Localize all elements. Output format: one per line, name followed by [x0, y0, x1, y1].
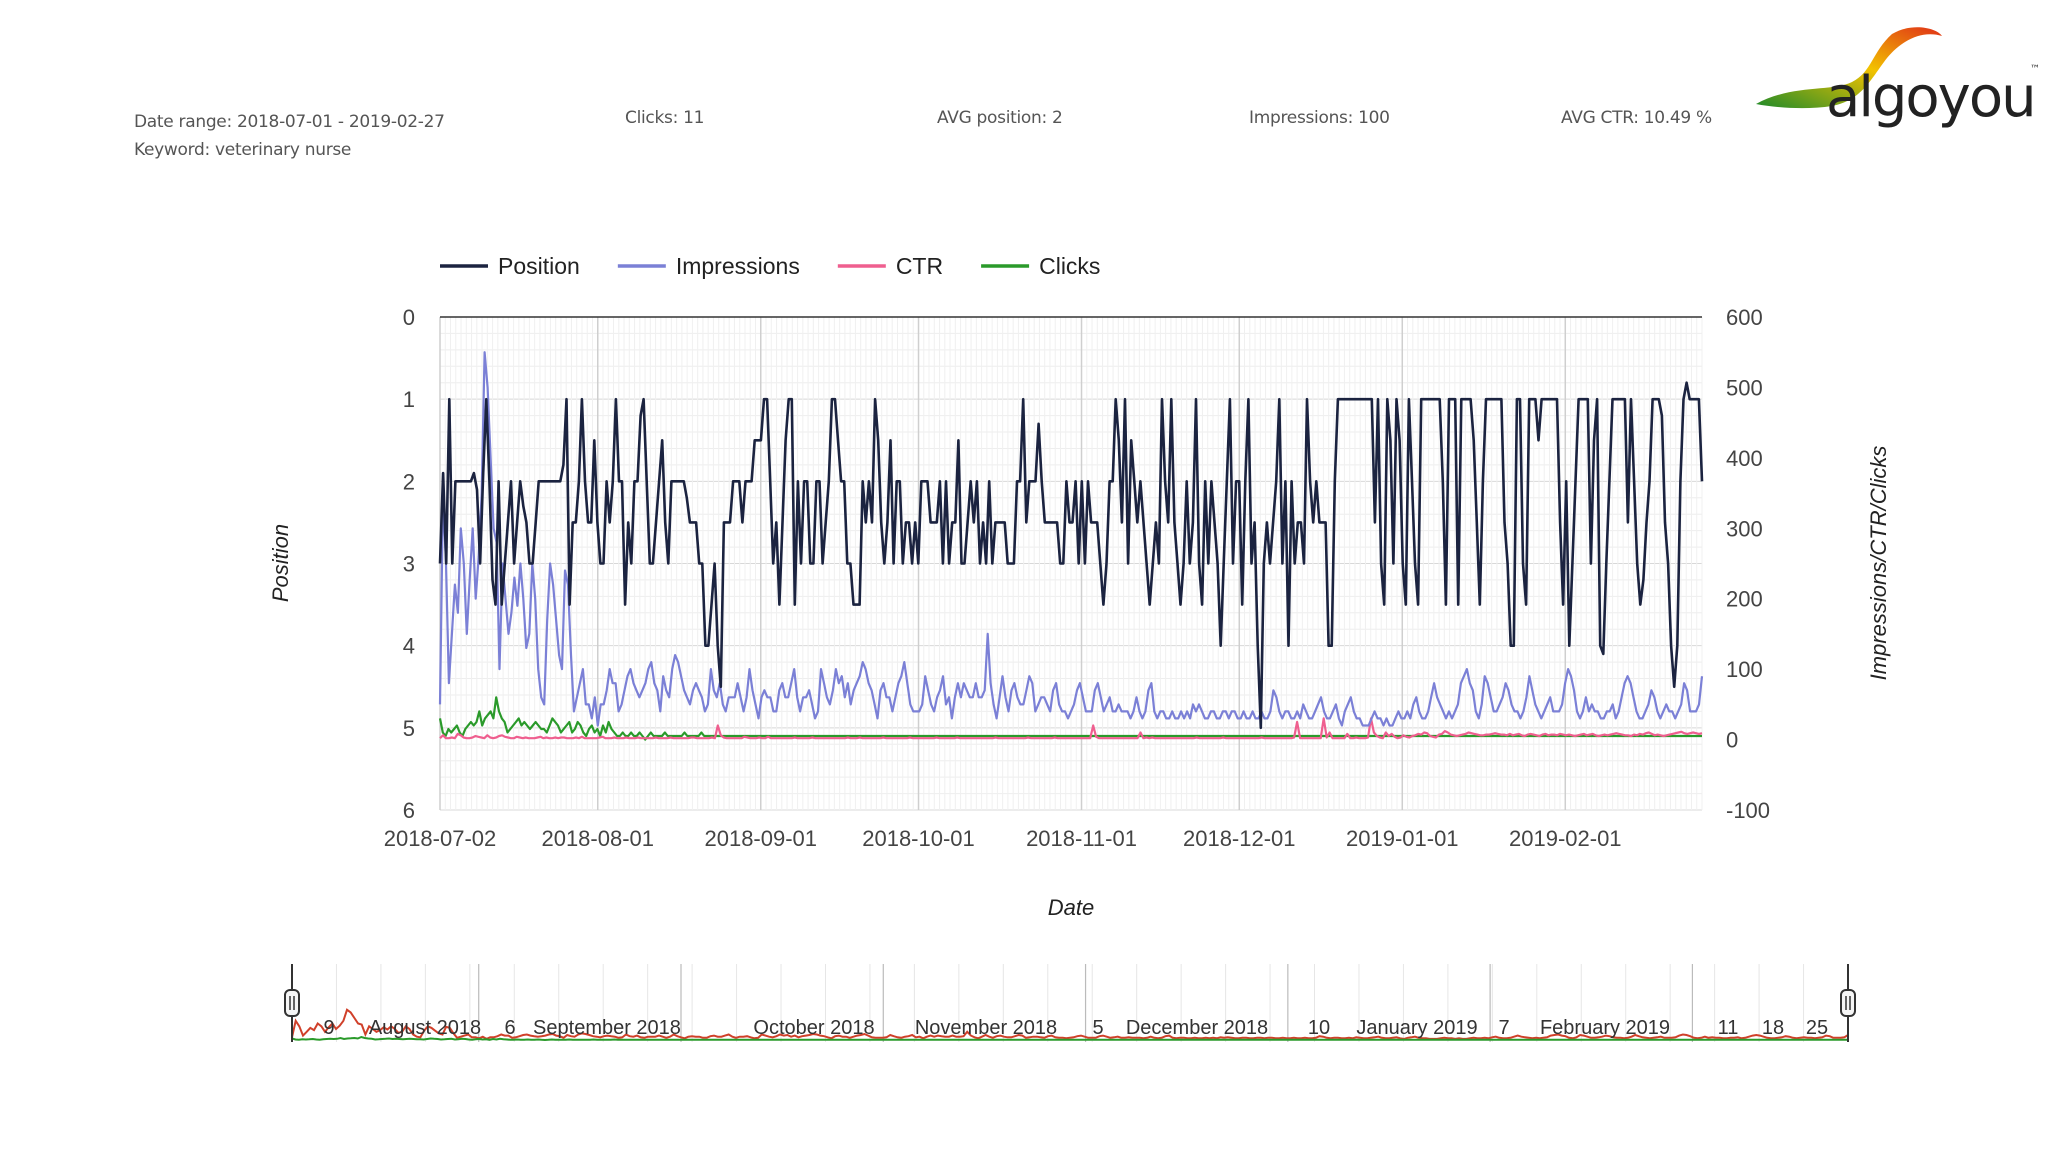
y-right-tick: 600 [1726, 305, 1763, 330]
series-line-impressions [438, 351, 1704, 727]
navigator-label: December 2018 [1126, 1017, 1268, 1039]
x-tick: 2018-09-01 [704, 826, 817, 851]
y-left-tick: 2 [403, 469, 415, 494]
y-left-tick: 4 [403, 634, 415, 659]
navigator-label: February 2019 [1540, 1017, 1670, 1039]
avg-ctr-stat: AVG CTR: 10.49 % [1561, 108, 1712, 128]
legend-label: Position [498, 253, 580, 279]
x-tick: 2018-11-01 [1026, 826, 1137, 851]
y-right-tick: 500 [1726, 375, 1763, 400]
x-tick: 2019-02-01 [1509, 826, 1622, 851]
algoyou-logo: algoyou ™ [1756, 27, 2040, 130]
navigator-right-handle[interactable] [1840, 989, 1856, 1017]
navigator-label: 25 [1806, 1017, 1828, 1039]
navigator-lines [291, 1008, 1849, 1042]
impressions-stat: Impressions: 100 [1249, 108, 1390, 128]
right-axis-ticks: 600 500 400 300 200 100 0 -100 [1726, 305, 1770, 823]
legend-label: Clicks [1039, 253, 1100, 279]
y-right-tick: 100 [1726, 657, 1763, 682]
navigator-label: 6 [504, 1017, 515, 1039]
navigator-label: January 2019 [1356, 1017, 1477, 1039]
legend-label: Impressions [676, 253, 800, 279]
y-right-tick: 300 [1726, 516, 1763, 541]
navigator-frame [292, 964, 1848, 1042]
x-tick: 2018-10-01 [862, 826, 975, 851]
navigator-label: 18 [1762, 1017, 1784, 1039]
legend-label: CTR [896, 253, 943, 279]
avg-position-stat: AVG position: 2 [937, 108, 1063, 128]
logo-tm: ™ [2030, 64, 2040, 75]
logo-swoosh [1756, 27, 1942, 109]
navigator-label: August 2018 [369, 1017, 481, 1039]
navigator-label: 11 [1718, 1017, 1739, 1039]
range-navigator[interactable]: 9 August 2018 6 September 2018 October 2018 N… [284, 964, 1856, 1042]
navigator-labels: 9 August 2018 6 September 2018 October 2018 N… [323, 1017, 1828, 1039]
navigator-label: 9 [323, 1017, 334, 1039]
date-range-text: Date range: 2018-07-01 - 2019-02-27 [134, 112, 445, 132]
y-right-tick: 0 [1726, 728, 1738, 753]
legend: Position Impressions CTR Clicks [440, 253, 1100, 279]
y-left-tick: 3 [403, 552, 415, 577]
x-tick: 2018-12-01 [1183, 826, 1296, 851]
series-lines [438, 351, 1704, 741]
y-left-tick: 5 [403, 716, 415, 741]
left-axis-ticks: 0 1 2 3 4 5 6 [403, 305, 415, 823]
x-tick: 2018-07-02 [384, 826, 497, 851]
x-tick: 2019-01-01 [1346, 826, 1459, 851]
y-right-tick: -100 [1726, 798, 1770, 823]
y-left-tick: 0 [403, 305, 415, 330]
y-left-tick: 6 [403, 798, 415, 823]
x-axis-title: Date [1048, 895, 1094, 920]
y-left-axis-title: Position [268, 524, 293, 602]
navigator-label: 5 [1092, 1017, 1103, 1039]
series-line-position [438, 381, 1704, 730]
series-line-ctr [439, 717, 1703, 740]
navigator-label: 10 [1308, 1017, 1330, 1039]
navigator-label: 7 [1498, 1017, 1509, 1039]
navigator-series [291, 1008, 1849, 1041]
y-right-tick: 400 [1726, 446, 1763, 471]
navigator-label: November 2018 [915, 1017, 1057, 1039]
y-right-axis-title: Impressions/CTR/Clicks [1866, 446, 1891, 681]
clicks-stat: Clicks: 11 [625, 108, 705, 128]
y-right-tick: 200 [1726, 587, 1763, 612]
navigator-left-handle[interactable] [284, 989, 300, 1017]
y-left-tick: 1 [403, 387, 415, 412]
keyword-text: Keyword: veterinary nurse [134, 140, 352, 160]
logo-text: algoyou [1826, 65, 2035, 130]
navigator-label: October 2018 [753, 1017, 874, 1039]
navigator-series [291, 1035, 1848, 1042]
date-keyword-block: Date range: 2018-07-01 - 2019-02-27 Keyw… [134, 108, 445, 164]
x-axis-ticks: 2018-07-02 2018-08-01 2018-09-01 2018-10-01… [384, 826, 1622, 851]
series-line-clicks [438, 696, 1702, 741]
x-tick: 2018-08-01 [541, 826, 654, 851]
navigator-label: September 2018 [533, 1017, 681, 1039]
